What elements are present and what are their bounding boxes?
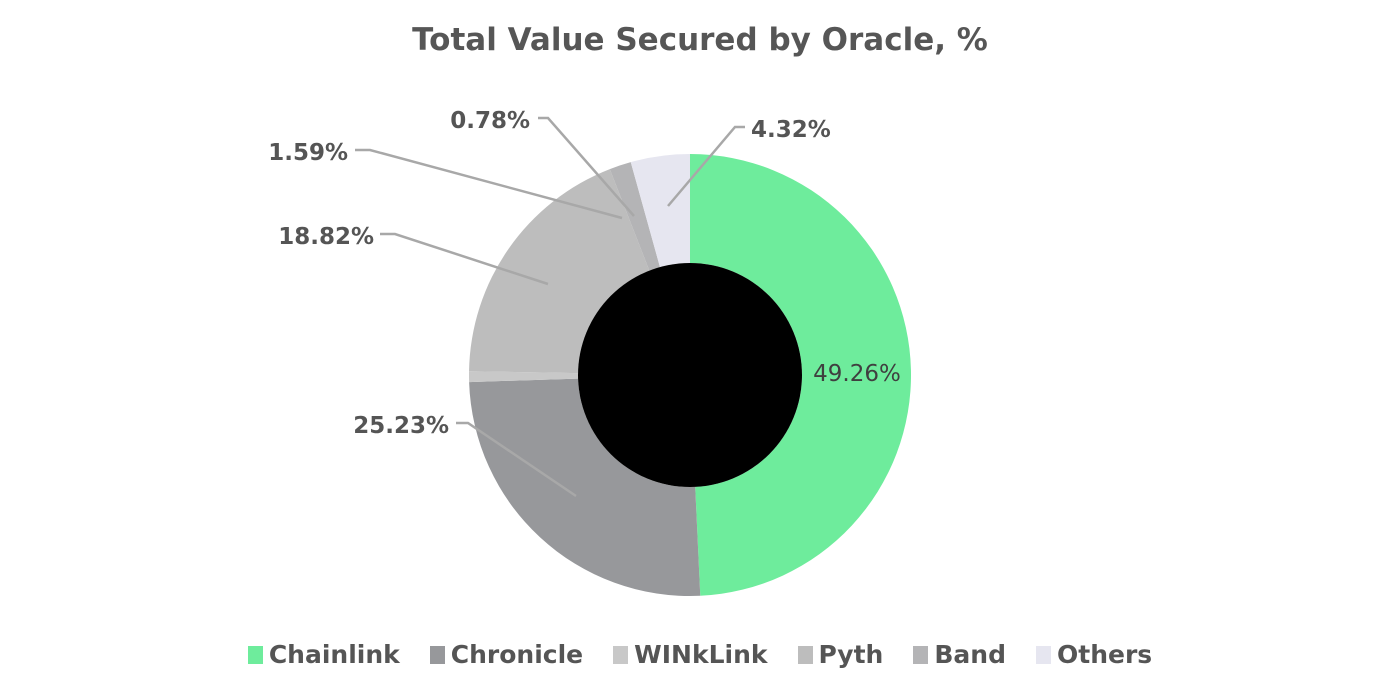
- label-pyth: 18.82%: [278, 224, 374, 250]
- legend-item-others: Others: [1035, 640, 1153, 669]
- legend-swatch-icon: [913, 645, 929, 664]
- legend-label: WINkLink: [634, 640, 768, 669]
- legend-label: Pyth: [818, 640, 884, 669]
- legend-swatch-icon: [797, 645, 813, 664]
- leader-line-chronicle: [456, 421, 577, 498]
- chart-legend: Chainlink Chronicle WINkLink Pyth Band O…: [0, 640, 1400, 669]
- leader-line-pyth: [380, 232, 549, 286]
- leader-lines: [355, 116, 745, 498]
- legend-swatch-icon: [429, 645, 445, 664]
- slice-chainlink: [690, 154, 912, 596]
- legend-label: Band: [934, 640, 1006, 669]
- legend-item-chronicle: Chronicle: [429, 640, 584, 669]
- legend-swatch-icon: [1035, 645, 1051, 664]
- donut-slices: [469, 154, 912, 596]
- leader-line-band: [355, 148, 623, 220]
- label-chainlink: 49.26%: [813, 361, 901, 387]
- slice-band: [609, 162, 660, 271]
- leader-line-winklink: [538, 116, 635, 217]
- legend-item-pyth: Pyth: [797, 640, 884, 669]
- slice-others: [630, 154, 690, 268]
- legend-item-band: Band: [913, 640, 1006, 669]
- label-winklink: 0.78%: [450, 108, 530, 134]
- chart-title: Total Value Secured by Oracle, %: [412, 22, 988, 58]
- legend-label: Chainlink: [268, 640, 400, 669]
- legend-swatch-icon: [247, 645, 263, 664]
- label-band: 1.59%: [268, 140, 348, 166]
- leader-line-others: [667, 125, 745, 207]
- slice-chronicle: [469, 378, 701, 596]
- donut-hole: [578, 263, 802, 487]
- slice-winklink: [469, 371, 579, 383]
- legend-label: Others: [1056, 640, 1153, 669]
- label-chronicle: 25.23%: [353, 413, 449, 439]
- legend-item-chainlink: Chainlink: [247, 640, 400, 669]
- legend-label: Chronicle: [450, 640, 584, 669]
- legend-swatch-icon: [613, 645, 629, 664]
- label-others: 4.32%: [751, 117, 831, 143]
- legend-item-winklink: WINkLink: [613, 640, 768, 669]
- slice-pyth: [469, 169, 650, 374]
